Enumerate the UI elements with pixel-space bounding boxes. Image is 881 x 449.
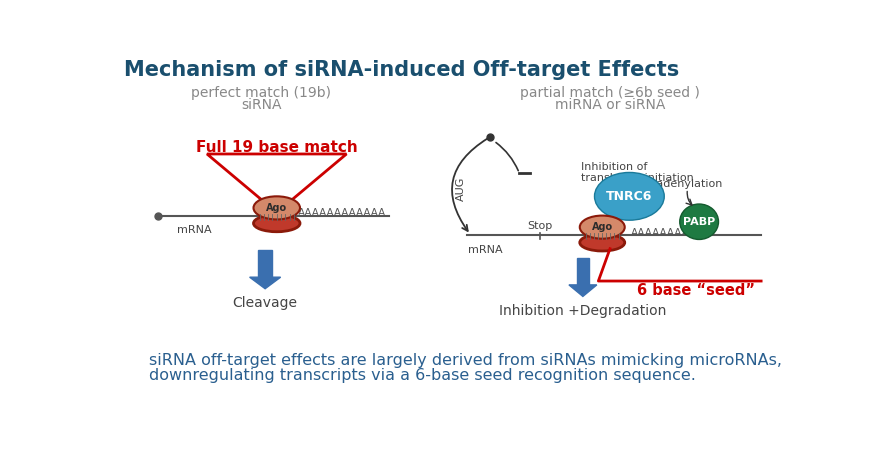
Polygon shape xyxy=(569,285,596,296)
Text: AAAAAAAAAAAA: AAAAAAAAAAAA xyxy=(298,208,386,218)
Text: Inhibition of
translation initiation: Inhibition of translation initiation xyxy=(581,162,694,183)
Text: PABP: PABP xyxy=(683,217,715,227)
Ellipse shape xyxy=(580,234,625,251)
Ellipse shape xyxy=(595,172,664,220)
Text: TNRC6: TNRC6 xyxy=(606,190,653,203)
Text: downregulating transcripts via a 6-base seed recognition sequence.: downregulating transcripts via a 6-base … xyxy=(149,368,696,383)
Text: Inhibition +Degradation: Inhibition +Degradation xyxy=(500,304,667,318)
Polygon shape xyxy=(249,277,281,289)
Text: Cleavage: Cleavage xyxy=(233,296,298,310)
Text: Stop: Stop xyxy=(528,221,553,231)
Text: 6 base “seed”: 6 base “seed” xyxy=(637,283,755,298)
Text: Ago: Ago xyxy=(266,203,287,213)
Text: perfect match (19b): perfect match (19b) xyxy=(191,86,331,100)
Text: AAAAAAAAAAA: AAAAAAAAAAA xyxy=(631,228,712,238)
Polygon shape xyxy=(258,250,272,277)
Text: Deadenylation: Deadenylation xyxy=(641,180,722,189)
Ellipse shape xyxy=(580,216,625,239)
Ellipse shape xyxy=(680,204,719,239)
Text: AUG: AUG xyxy=(455,176,465,201)
Text: partial match (≥6b seed ): partial match (≥6b seed ) xyxy=(520,86,700,100)
Text: siRNA: siRNA xyxy=(241,98,282,112)
Text: miRNA or siRNA: miRNA or siRNA xyxy=(555,98,665,112)
Text: Full 19 base match: Full 19 base match xyxy=(196,140,358,155)
Ellipse shape xyxy=(254,215,300,232)
Polygon shape xyxy=(577,258,589,285)
Text: Mechanism of siRNA-induced Off-target Effects: Mechanism of siRNA-induced Off-target Ef… xyxy=(124,60,679,80)
Text: Ago: Ago xyxy=(592,222,613,232)
Text: mRNA: mRNA xyxy=(468,245,503,255)
Ellipse shape xyxy=(254,196,300,220)
Text: siRNA off-target effects are largely derived from siRNAs mimicking microRNAs,: siRNA off-target effects are largely der… xyxy=(149,352,781,368)
Text: mRNA: mRNA xyxy=(176,225,211,235)
